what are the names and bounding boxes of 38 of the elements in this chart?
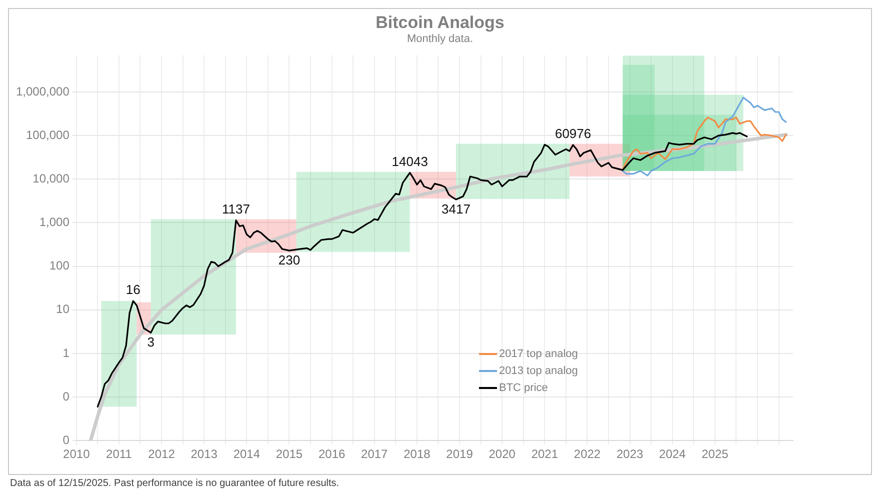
annotation: 3417 <box>442 202 470 217</box>
chart-subtitle: Monthly data. <box>406 33 474 45</box>
legend-label: 2017 top analog <box>499 348 578 360</box>
x-tick-label: 2019 <box>446 447 474 462</box>
annotation: 16 <box>126 282 140 298</box>
x-tick-label: 2011 <box>106 447 132 462</box>
y-tick-label: 100,000 <box>26 128 70 142</box>
y-tick-label: 10 <box>56 302 70 316</box>
legend-label: BTC price <box>499 382 548 394</box>
y-tick-label: 1,000,000 <box>16 84 70 98</box>
y-tick-label: 0 <box>62 432 70 447</box>
annotation: 14043 <box>392 154 428 169</box>
x-tick-label: 2025 <box>702 447 729 462</box>
x-tick-label: 2013 <box>190 447 218 462</box>
x-tick-label: 2024 <box>659 447 686 462</box>
x-tick-label: 2021 <box>531 447 558 462</box>
x-tick-label: 2018 <box>404 447 431 462</box>
y-tick-label: 10,000 <box>32 171 70 186</box>
y-tick-label: 100 <box>49 258 70 273</box>
x-tick-label: 2010 <box>63 447 90 462</box>
legend-label: 2013 top analog <box>499 364 578 376</box>
chart-title: Bitcoin Analogs <box>374 13 506 33</box>
text: Data as of 12/15/2025. Past performance is no guarantee of future results. <box>10 478 340 489</box>
y-tick-label: 0 <box>62 389 70 404</box>
annotation: 1137 <box>222 201 250 216</box>
x-tick-label: 2014 <box>233 447 260 462</box>
x-tick-label: 2017 <box>361 447 388 462</box>
x-tick-label: 2023 <box>616 447 644 462</box>
y-tick-label: 1 <box>62 346 70 360</box>
annotation: 60976 <box>554 126 592 142</box>
annotation: 3 <box>147 334 154 350</box>
x-tick-label: 2016 <box>318 447 346 462</box>
y-tick-label: 1,000 <box>39 215 70 230</box>
annotation: 230 <box>278 252 300 268</box>
x-tick-label: 2012 <box>148 447 176 462</box>
x-tick-label: 2020 <box>488 447 516 462</box>
x-tick-label: 2022 <box>574 447 601 462</box>
x-tick-label: 2015 <box>276 447 303 462</box>
